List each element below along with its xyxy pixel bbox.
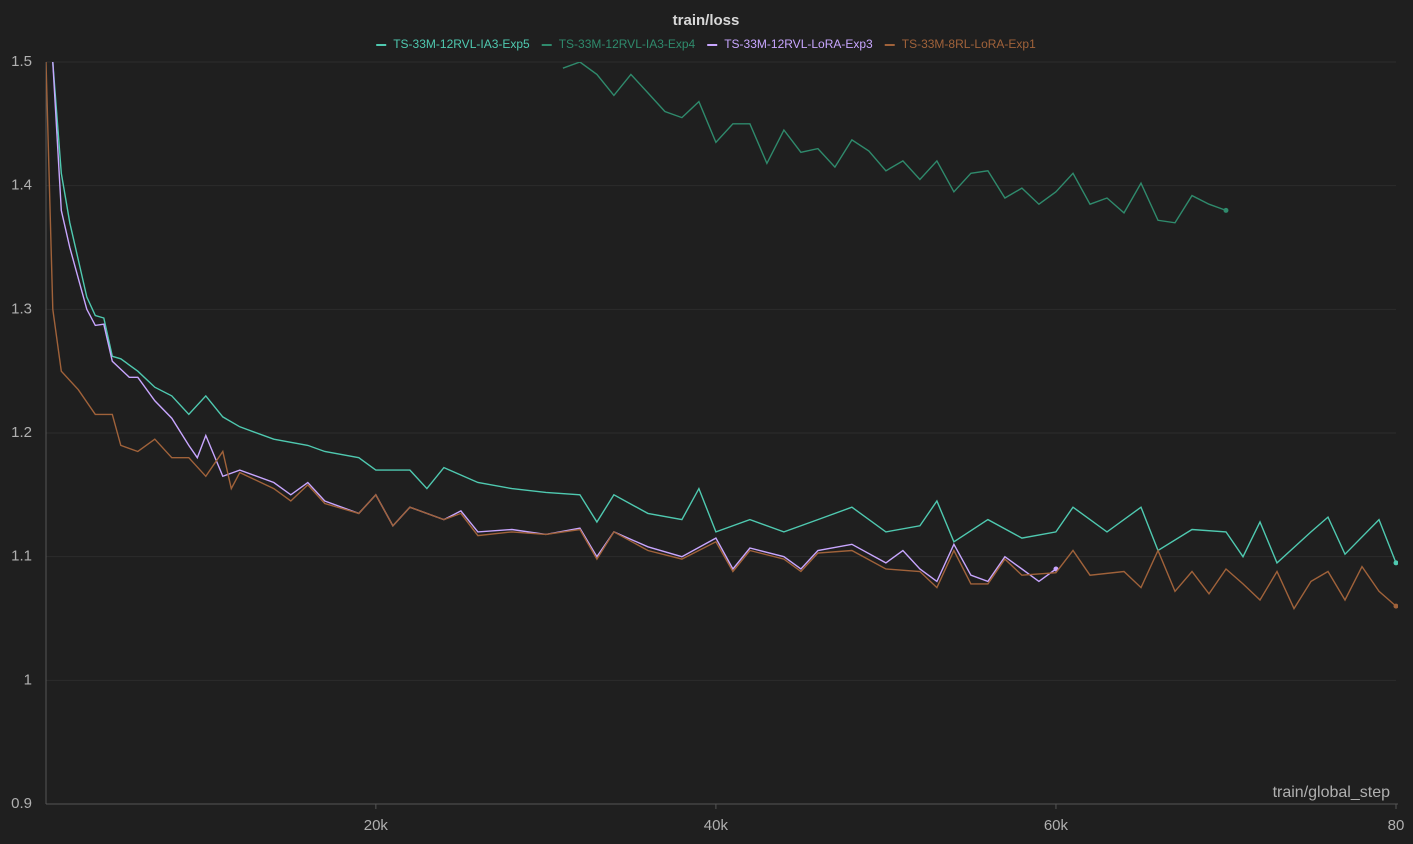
y-tick-label: 1.4 [11,177,32,194]
legend-label: TS-33M-12RVL-LoRA-Exp3 [724,37,873,51]
legend-label: TS-33M-12RVL-IA3-Exp4 [559,37,696,51]
legend-label: TS-33M-8RL-LoRA-Exp1 [902,37,1036,51]
legend-item: TS-33M-8RL-LoRA-Exp1 [884,37,1036,51]
series-line [52,62,1397,565]
y-tick-label: 1 [24,671,32,688]
x-tick-label: 80 [1388,817,1405,834]
chart-title: train/loss [673,12,740,29]
y-tick-label: 1.5 [11,53,32,70]
end-point [1393,560,1398,566]
series-line [52,62,1057,583]
y-tick-label: 1.3 [11,300,32,317]
end-point [1223,207,1229,213]
legend-label: TS-33M-12RVL-IA3-Exp5 [393,37,530,51]
y-tick-label: 1.1 [11,548,32,565]
x-tick-label: 20k [364,817,389,834]
plot-area [46,62,1398,611]
series-line [46,62,1397,611]
legend-item: TS-33M-12RVL-IA3-Exp5 [376,37,530,51]
legend-item: TS-33M-12RVL-LoRA-Exp3 [707,37,873,51]
x-axis-label: train/global_step [1273,784,1391,801]
x-tick-label: 40k [704,817,729,834]
y-tick-label: 1.2 [11,424,32,441]
legend: TS-33M-12RVL-IA3-Exp5 TS-33M-12RVL-IA3-Ex… [376,37,1036,51]
x-tick-label: 60k [1044,817,1069,834]
legend-item: TS-33M-12RVL-IA3-Exp4 [541,37,696,51]
y-tick-label: 0.9 [11,795,32,812]
series-line [562,62,1227,224]
end-point [1393,603,1398,609]
